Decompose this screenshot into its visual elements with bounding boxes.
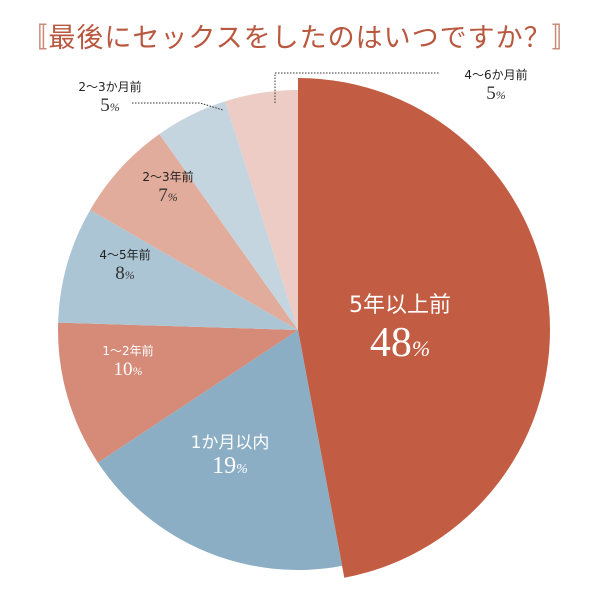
leader-line-4-6-months — [274, 72, 440, 103]
slice-label-5: 2〜3か月前 5% — [78, 80, 142, 116]
slice-label-6: 4〜6か月前 5% — [464, 68, 528, 104]
slice-label-0: 5年以上前 48% — [349, 293, 451, 366]
pie-slice-3 — [58, 210, 298, 330]
title-text: 最後にセックスをしたのはいつですか？ — [48, 23, 552, 54]
title-bracket-right: 〛 — [551, 23, 580, 54]
pie-slice-6 — [225, 90, 298, 330]
chart-title: 〚最後にセックスをしたのはいつですか？〛 — [0, 16, 600, 55]
pie-slice-5 — [159, 101, 298, 331]
slice-label-2: 1〜2年前 10% — [102, 344, 154, 380]
pie-slice-1 — [97, 330, 343, 570]
slice-label-4: 2〜3年前 7% — [142, 170, 194, 206]
slice-label-3: 4〜5年前 8% — [99, 248, 151, 284]
title-bracket-left: 〚 — [20, 23, 49, 54]
leader-line-2-3-months — [132, 102, 224, 111]
pie-slice-0 — [298, 78, 551, 578]
pie-slice-4 — [90, 134, 298, 330]
slice-label-1: 1か月以内 19% — [190, 433, 270, 479]
pie-slice-2 — [58, 322, 298, 463]
